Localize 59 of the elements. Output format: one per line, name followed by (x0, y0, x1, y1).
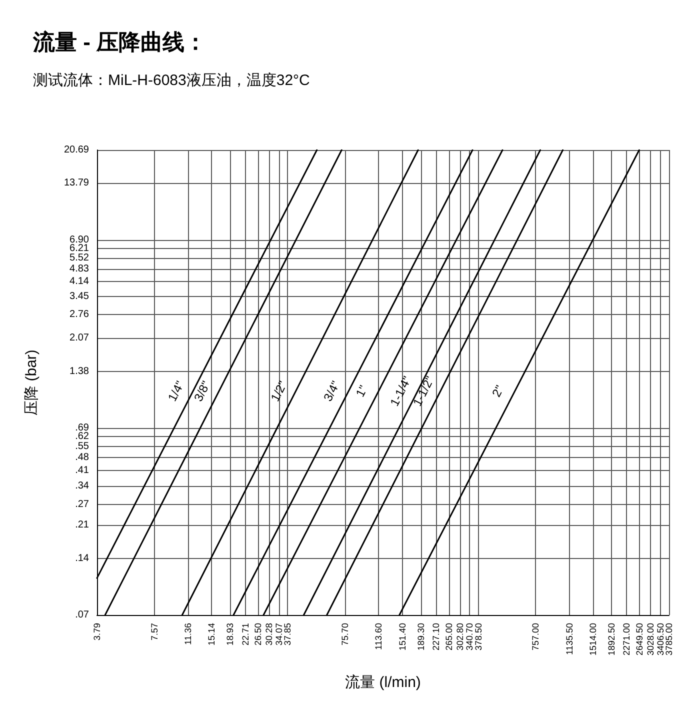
x-tick-label: 2271.00 (622, 623, 632, 656)
text: 1/4" (165, 378, 188, 404)
y-tick-label: .14 (75, 552, 90, 564)
y-tick-label: .27 (75, 499, 90, 510)
x-tick-label: 757.00 (530, 623, 541, 651)
chart-title: 流量 - 压降曲线： (32, 30, 207, 54)
y-tick-label: 2.76 (70, 309, 90, 320)
y-tick-label: 3.45 (70, 290, 90, 302)
x-tick-label: 34.07 (274, 623, 284, 646)
x-tick-label: 227.10 (430, 623, 441, 651)
x-tick-label: 1892.50 (606, 623, 617, 656)
x-tick-label: 1135.50 (564, 623, 574, 655)
text: 3/8" (191, 378, 214, 404)
x-tick-label: 189.30 (416, 623, 426, 651)
text: 1" (352, 383, 370, 400)
y-tick-label: .41 (75, 465, 90, 476)
y-tick-label: 5.52 (70, 252, 90, 264)
y-tick-label: .69 (75, 422, 90, 434)
x-tick-label: 113.60 (374, 623, 384, 650)
y-tick-label: 4.83 (70, 263, 90, 274)
text: 3/4" (320, 378, 343, 404)
x-tick-label: 3406.50 (655, 623, 666, 656)
x-axis-title: 流量 (l/min) (345, 674, 421, 691)
y-tick-label: 13.79 (64, 178, 90, 189)
y-tick-label: 6.21 (70, 242, 90, 254)
x-tick-label: 1514.00 (588, 623, 598, 656)
y-tick-label: .48 (75, 452, 90, 464)
y-tick-label: 4.14 (70, 276, 90, 288)
text: 1/2" (268, 378, 290, 404)
x-tick-label: 340.70 (464, 623, 475, 651)
y-tick-label: .62 (75, 431, 90, 442)
x-tick-label: 378.50 (473, 623, 484, 651)
x-tick-label: 3785.00 (664, 623, 674, 656)
x-tick-label: 30.28 (264, 623, 274, 646)
chart-subtitle: 测试流体：MiL-H-6083液压油，温度32°C (33, 72, 310, 89)
x-tick-label: 3028.00 (646, 623, 656, 656)
y-tick-label: .34 (75, 480, 90, 492)
y-tick-label: 20.69 (64, 144, 90, 156)
x-tick-label: 15.14 (206, 623, 217, 646)
x-tick-label: 151.40 (397, 623, 408, 651)
y-tick-label: 1.38 (70, 366, 90, 377)
x-tick-label: 3.79 (92, 623, 102, 641)
x-tick-label: 265.00 (444, 623, 454, 651)
y-tick-label: .55 (75, 441, 90, 452)
x-tick-label: 22.71 (240, 623, 250, 646)
x-tick-label: 26.50 (253, 623, 264, 646)
text: 2" (489, 383, 507, 400)
x-tick-label: 11.36 (182, 623, 193, 645)
x-tick-label: 18.93 (225, 623, 236, 646)
y-tick-label: 2.07 (70, 332, 90, 344)
x-tick-label: 37.85 (282, 623, 293, 646)
y-axis-title: 压降 (bar) (23, 350, 40, 416)
y-tick-label: .07 (75, 610, 90, 620)
x-tick-label: 2649.50 (634, 623, 644, 656)
y-tick-label: .21 (75, 520, 90, 531)
x-tick-label: 75.70 (340, 623, 350, 646)
y-tick-label: 6.90 (70, 234, 90, 246)
x-tick-label: 302.80 (454, 623, 465, 651)
x-tick-label: 7.57 (149, 623, 160, 641)
